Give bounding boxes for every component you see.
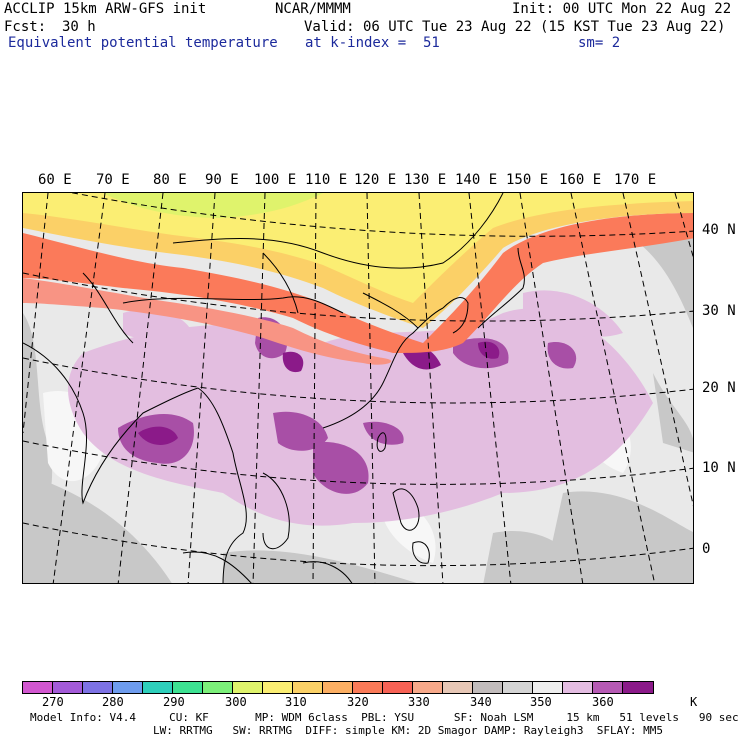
colorbar-swatch [533,682,563,693]
model-title: ACCLIP 15km ARW-GFS init [4,1,207,17]
colorbar-swatch [623,682,653,693]
salmon-band [23,278,392,365]
model-info-line-1: Model Info: V4.4 CU: KF MP: WDM 6class P… [30,711,739,724]
lon-label-80e: 80 E [153,172,187,188]
lon-label-160e: 160 E [559,172,602,188]
colorbar-swatch [353,682,383,693]
colorbar-swatch [83,682,113,693]
red-band [23,213,693,353]
model-info-line-2: LW: RRTMG SW: RRTMG DIFF: simple KM: 2D … [153,724,663,737]
colorbar-swatch [503,682,533,693]
smoothing-value: sm= 2 [578,35,621,51]
colorbar-swatch [293,682,323,693]
init-time: Init: 00 UTC Mon 22 Aug 22 [512,1,732,17]
lat-label-30n: 30 N [702,303,736,319]
org-label: NCAR/MMMM [275,1,351,17]
lon-label-130e: 130 E [404,172,447,188]
colorbar-unit: K [690,695,698,709]
colorbar-swatch [203,682,233,693]
colorbar-swatch [23,682,53,693]
colorbar-swatch [563,682,593,693]
yellow-band [23,193,693,303]
colorbar-label-330: 330 [408,695,430,709]
lon-label-70e: 70 E [96,172,130,188]
map-canvas [23,193,693,583]
colorbar-label-310: 310 [285,695,307,709]
lon-label-120e: 120 E [354,172,397,188]
colorbar-swatch [413,682,443,693]
colorbar-swatch [263,682,293,693]
lon-label-110e: 110 E [305,172,348,188]
colorbar-swatch [113,682,143,693]
lat-label-10n: 10 N [702,460,736,476]
colorbar-label-320: 320 [347,695,369,709]
lon-label-150e: 150 E [506,172,549,188]
level-index: at k-index = 51 [305,35,440,51]
colorbar-swatch [443,682,473,693]
colorbar-swatch [593,682,623,693]
colorbar-swatch [383,682,413,693]
colorbar-swatch [143,682,173,693]
lat-label-40n: 40 N [702,222,736,238]
lat-label-equator: 0 [702,541,711,557]
colorbar [22,681,654,694]
colorbar-swatch [173,682,203,693]
colorbar-swatch [323,682,353,693]
lon-label-60e: 60 E [38,172,72,188]
colorbar-swatch [233,682,263,693]
graticule-latitude [23,193,693,567]
lon-label-100e: 100 E [254,172,297,188]
colorbar-swatch [473,682,503,693]
colorbar-label-280: 280 [102,695,124,709]
graticule-longitude [23,193,693,583]
colorbar-label-300: 300 [225,695,247,709]
theta-e-map [22,192,694,584]
forecast-label: Fcst: [4,19,47,35]
lon-label-140e: 140 E [455,172,498,188]
field-name: Equivalent potential temperature [8,35,278,51]
forecast-hour: 30 h [62,19,96,35]
lon-label-90e: 90 E [205,172,239,188]
colorbar-label-290: 290 [163,695,185,709]
colorbar-label-270: 270 [42,695,64,709]
colorbar-swatch [53,682,83,693]
colorbar-label-350: 350 [530,695,552,709]
lat-label-20n: 20 N [702,380,736,396]
colorbar-label-340: 340 [470,695,492,709]
light-yellow-band [103,193,323,218]
coastlines [23,193,525,583]
lon-label-170e: 170 E [614,172,657,188]
valid-time: Valid: 06 UTC Tue 23 Aug 22 (15 KST Tue … [304,19,726,35]
colorbar-label-360: 360 [592,695,614,709]
